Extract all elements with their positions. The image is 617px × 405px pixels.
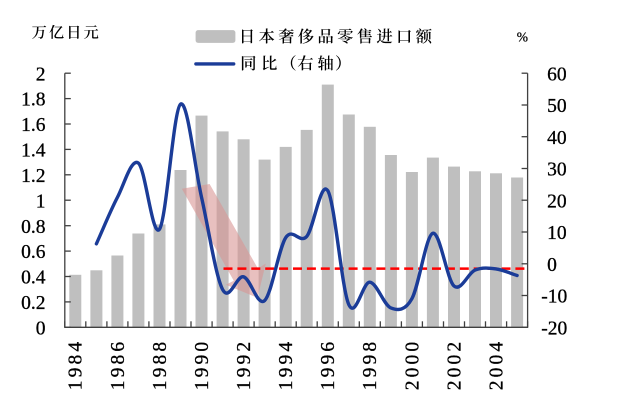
svg-text:0.6: 0.6 [21,242,46,263]
svg-text:1990: 1990 [192,339,213,390]
svg-text:60: 60 [547,64,567,85]
svg-text:2002: 2002 [444,339,465,390]
svg-text:50: 50 [547,96,567,117]
svg-text:20: 20 [547,191,567,212]
svg-text:2004: 2004 [486,339,507,390]
svg-text:10: 10 [547,223,567,244]
svg-text:1996: 1996 [318,339,339,390]
svg-text:1984: 1984 [66,339,87,390]
svg-text:-20: -20 [541,318,567,339]
svg-text:0.2: 0.2 [21,293,45,314]
svg-text:1988: 1988 [150,339,171,390]
svg-text:-10: -10 [541,287,567,308]
svg-text:0: 0 [547,255,557,276]
svg-text:2: 2 [36,64,46,85]
svg-text:1.6: 1.6 [21,115,46,136]
svg-text:1994: 1994 [276,339,297,390]
svg-text:2000: 2000 [402,339,423,390]
svg-text:40: 40 [547,128,567,149]
svg-text:30: 30 [547,160,567,181]
svg-text:1986: 1986 [108,339,129,390]
svg-text:1.2: 1.2 [21,166,45,187]
svg-text:0.8: 0.8 [21,217,45,238]
svg-text:1998: 1998 [360,339,381,390]
svg-text:1992: 1992 [234,339,255,390]
svg-text:1.4: 1.4 [21,141,46,162]
svg-text:%: % [517,30,528,45]
svg-text:0: 0 [36,318,46,339]
svg-text:1: 1 [36,191,46,212]
svg-text:0.4: 0.4 [21,268,46,289]
svg-text:1.8: 1.8 [21,90,45,111]
